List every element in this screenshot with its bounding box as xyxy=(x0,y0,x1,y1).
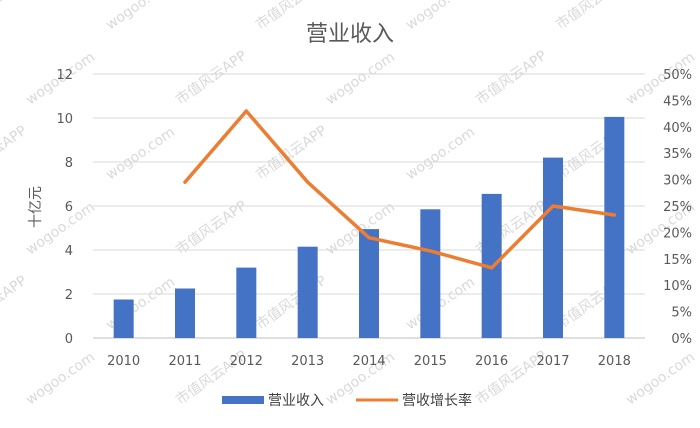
watermark-layer: 市值风云APP wogoo.com 市值风云APP wogoo.com 市值风云APP w… xyxy=(0,0,698,408)
bar xyxy=(175,288,195,338)
line-point xyxy=(183,180,187,184)
bar xyxy=(604,116,625,339)
watermark-text: 市值风云APP xyxy=(173,47,250,108)
y-tick-label: 0 xyxy=(65,332,73,347)
x-tick-label: 2014 xyxy=(352,354,385,369)
watermark-text: 市值风云APP xyxy=(553,0,630,33)
bar xyxy=(113,299,134,338)
y2-tick-label: 50% xyxy=(663,68,692,83)
y-tick-label: 12 xyxy=(56,68,73,83)
watermark-text: wogoo.com xyxy=(323,49,398,108)
legend-label-line: 营收增长率 xyxy=(402,392,472,409)
growth-line xyxy=(183,109,617,270)
watermark-text: wogoo.com xyxy=(103,124,178,183)
line-point xyxy=(306,180,310,184)
watermark-text: wogoo.com xyxy=(623,349,698,408)
y-tick-label: 4 xyxy=(65,244,73,259)
y-tick-label: 6 xyxy=(65,200,73,215)
x-tick-label: 2017 xyxy=(536,354,569,369)
x-tick-label: 2013 xyxy=(291,354,324,369)
y2-tick-label: 35% xyxy=(663,147,692,162)
line-point xyxy=(490,266,494,270)
watermark-text: 市值风云APP xyxy=(473,47,550,108)
y-tick-label: 10 xyxy=(56,112,73,127)
watermark-text: 市值风云APP xyxy=(0,122,30,183)
y-axis-label: 十亿元 xyxy=(28,186,44,228)
x-tick-label: 2018 xyxy=(598,354,631,369)
watermark-text: 市值风云APP xyxy=(0,272,30,333)
watermark-text: wogoo.com xyxy=(23,349,98,408)
x-tick-label: 2016 xyxy=(475,354,508,369)
y-axis-left: 0 2 4 6 8 10 12 xyxy=(56,68,73,347)
y2-tick-label: 40% xyxy=(663,121,692,136)
bar xyxy=(359,229,379,338)
y2-tick-label: 5% xyxy=(671,306,692,321)
legend-label-bar: 营业收入 xyxy=(268,393,324,409)
line-point xyxy=(367,236,371,240)
line-point xyxy=(244,109,248,113)
bar-series xyxy=(113,116,625,339)
y-axis-right: 0% 5% 10% 15% 20% 25% 30% 35% 40% 45% 50% xyxy=(663,68,692,347)
legend-swatch-bar xyxy=(222,396,264,404)
chart-title: 营业收入 xyxy=(306,22,394,47)
bar xyxy=(543,157,563,338)
line-point xyxy=(428,249,432,253)
y-tick-label: 2 xyxy=(65,288,73,303)
bar xyxy=(236,267,257,338)
x-tick-label: 2015 xyxy=(414,354,447,369)
line-point xyxy=(551,204,555,208)
y2-tick-label: 10% xyxy=(663,279,692,294)
x-tick-label: 2011 xyxy=(168,354,201,369)
watermark-text: 市值风云APP xyxy=(0,0,30,33)
y2-tick-label: 25% xyxy=(663,200,692,215)
y2-tick-label: 15% xyxy=(663,253,692,268)
y2-tick-label: 20% xyxy=(663,226,692,241)
x-axis: 2010 2011 2012 2013 2014 2015 2016 2017 2018 xyxy=(107,354,631,369)
watermark-text: wogoo.com xyxy=(403,274,478,333)
watermark-text: wogoo.com xyxy=(403,124,478,183)
y2-tick-label: 30% xyxy=(663,174,692,189)
y2-tick-label: 45% xyxy=(663,94,692,109)
watermark-text: 市值风云APP xyxy=(253,272,330,333)
x-tick-label: 2010 xyxy=(107,354,140,369)
watermark-text: wogoo.com xyxy=(403,0,478,33)
line-series xyxy=(183,109,617,270)
y-tick-label: 8 xyxy=(65,156,73,171)
legend: 营业收入 营收增长率 xyxy=(222,392,472,409)
line-point xyxy=(612,213,616,217)
x-tick-label: 2012 xyxy=(230,354,263,369)
y2-tick-label: 0% xyxy=(671,332,692,347)
bar xyxy=(420,209,441,338)
bar xyxy=(297,246,318,338)
watermark-text: wogoo.com xyxy=(103,0,178,33)
